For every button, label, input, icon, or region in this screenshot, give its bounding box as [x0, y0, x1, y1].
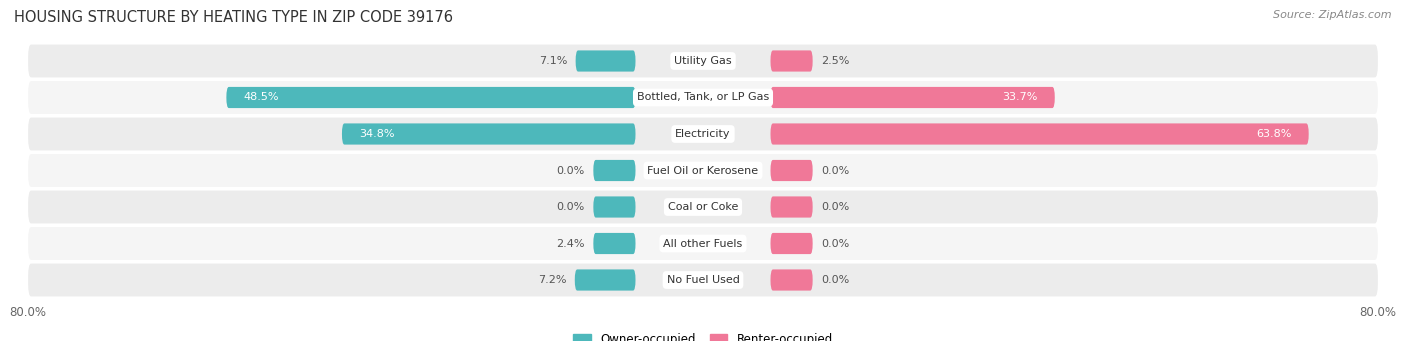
- Text: 0.0%: 0.0%: [821, 202, 849, 212]
- Text: 48.5%: 48.5%: [243, 92, 278, 103]
- FancyBboxPatch shape: [770, 123, 1309, 145]
- Text: 0.0%: 0.0%: [821, 165, 849, 176]
- Text: 33.7%: 33.7%: [1002, 92, 1038, 103]
- Text: Source: ZipAtlas.com: Source: ZipAtlas.com: [1274, 10, 1392, 20]
- Text: 0.0%: 0.0%: [821, 275, 849, 285]
- Text: 7.2%: 7.2%: [538, 275, 567, 285]
- FancyBboxPatch shape: [342, 123, 636, 145]
- FancyBboxPatch shape: [770, 233, 813, 254]
- FancyBboxPatch shape: [770, 196, 813, 218]
- FancyBboxPatch shape: [593, 160, 636, 181]
- Text: 63.8%: 63.8%: [1257, 129, 1292, 139]
- Text: Fuel Oil or Kerosene: Fuel Oil or Kerosene: [647, 165, 759, 176]
- Text: 0.0%: 0.0%: [557, 202, 585, 212]
- Text: Utility Gas: Utility Gas: [675, 56, 731, 66]
- FancyBboxPatch shape: [770, 269, 813, 291]
- FancyBboxPatch shape: [28, 191, 1378, 223]
- FancyBboxPatch shape: [770, 50, 813, 72]
- Text: 2.5%: 2.5%: [821, 56, 849, 66]
- Text: Bottled, Tank, or LP Gas: Bottled, Tank, or LP Gas: [637, 92, 769, 103]
- Text: Electricity: Electricity: [675, 129, 731, 139]
- Text: 0.0%: 0.0%: [821, 238, 849, 249]
- Text: 0.0%: 0.0%: [557, 165, 585, 176]
- Legend: Owner-occupied, Renter-occupied: Owner-occupied, Renter-occupied: [568, 329, 838, 341]
- Text: No Fuel Used: No Fuel Used: [666, 275, 740, 285]
- FancyBboxPatch shape: [28, 264, 1378, 296]
- Text: Coal or Coke: Coal or Coke: [668, 202, 738, 212]
- FancyBboxPatch shape: [770, 160, 813, 181]
- FancyBboxPatch shape: [575, 269, 636, 291]
- Text: 2.4%: 2.4%: [557, 238, 585, 249]
- FancyBboxPatch shape: [593, 233, 636, 254]
- Text: HOUSING STRUCTURE BY HEATING TYPE IN ZIP CODE 39176: HOUSING STRUCTURE BY HEATING TYPE IN ZIP…: [14, 10, 453, 25]
- Text: All other Fuels: All other Fuels: [664, 238, 742, 249]
- Text: 7.1%: 7.1%: [538, 56, 567, 66]
- FancyBboxPatch shape: [28, 118, 1378, 150]
- FancyBboxPatch shape: [593, 196, 636, 218]
- FancyBboxPatch shape: [28, 45, 1378, 77]
- FancyBboxPatch shape: [575, 50, 636, 72]
- FancyBboxPatch shape: [28, 227, 1378, 260]
- FancyBboxPatch shape: [28, 81, 1378, 114]
- FancyBboxPatch shape: [770, 87, 1054, 108]
- Text: 34.8%: 34.8%: [359, 129, 394, 139]
- FancyBboxPatch shape: [28, 154, 1378, 187]
- FancyBboxPatch shape: [226, 87, 636, 108]
